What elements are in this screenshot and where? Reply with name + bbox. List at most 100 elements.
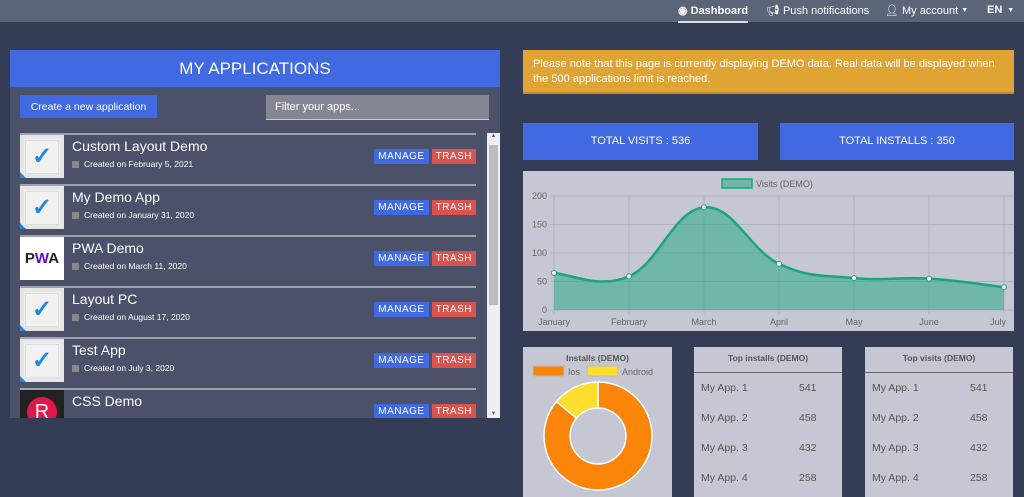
app-name: My App. 1 <box>701 382 748 394</box>
top-visits-title: Top visits (DEMO) <box>902 353 976 363</box>
demo-data-notice: Please note that this page is currently … <box>523 50 1014 94</box>
create-application-button[interactable]: Create a new application <box>20 95 157 118</box>
app-icon-check: ✓ <box>20 135 64 178</box>
manage-button[interactable]: MANAGE <box>374 200 429 215</box>
app-name: My App. 3 <box>701 442 748 454</box>
table-row: My App. 2 458 <box>865 403 1013 433</box>
legend-label: Visits (DEMO) <box>756 179 813 189</box>
app-name: My App. 4 <box>701 472 748 484</box>
table-row: My App. 2 458 <box>694 403 842 433</box>
legend-label-android: Android <box>622 367 653 377</box>
total-installs-button[interactable]: TOTAL INSTALLS : 350 <box>780 123 1014 160</box>
app-created-date: Created on August 17, 2020 <box>72 312 190 322</box>
table-row: My App. 4 258 <box>865 463 1013 493</box>
app-name: My App. 3 <box>872 442 919 454</box>
app-created-date: Created on March 11, 2020 <box>72 261 187 271</box>
megaphone-icon: 📢︎ <box>766 5 780 17</box>
visits-chart: 0 50 100 150 200 January February March April May… <box>523 171 1014 331</box>
table-row: My App. 1 541 <box>865 373 1013 403</box>
top-navbar: ◉ Dashboard 📢︎ Push notifications 👤︎ My acc… <box>0 0 1024 23</box>
data-point <box>626 273 632 280</box>
y-tick-label: 0 <box>542 305 547 315</box>
caret-down-icon: ▼ <box>961 7 969 14</box>
scroll-down-icon[interactable]: ▼ <box>490 411 497 417</box>
legend-swatch-android <box>586 365 619 377</box>
trash-button[interactable]: TRASH <box>431 404 476 418</box>
trash-button[interactable]: TRASH <box>431 149 476 164</box>
app-count: 258 <box>799 472 817 484</box>
calendar-icon <box>72 313 79 321</box>
app-list: ✓ Custom Layout Demo Created on February 5… <box>20 133 476 418</box>
app-name[interactable]: CSS Demo <box>72 393 143 409</box>
trash-button[interactable]: TRASH <box>431 353 476 368</box>
app-count: 541 <box>799 382 817 394</box>
manage-button[interactable]: MANAGE <box>374 353 429 368</box>
app-count: 458 <box>970 412 988 424</box>
app-icon-r-logo: R <box>20 390 64 418</box>
data-point <box>851 275 857 282</box>
app-list-item[interactable]: ✓ My Demo App Created on January 31, 2020 M… <box>20 184 476 235</box>
scrollbar-thumb[interactable] <box>489 145 498 305</box>
y-tick-label: 200 <box>532 191 547 201</box>
nav-push-notifications[interactable]: 📢︎ Push notifications <box>766 4 870 18</box>
app-name[interactable]: Test App <box>72 342 126 358</box>
trash-button[interactable]: TRASH <box>431 251 476 266</box>
app-list-item[interactable]: ✓ Layout PC Created on August 17, 2020 MANA… <box>20 286 476 337</box>
total-visits-button[interactable]: TOTAL VISITS : 536 <box>523 123 758 160</box>
app-name[interactable]: Custom Layout Demo <box>72 138 208 154</box>
visits-chart-svg: 0 50 100 150 200 January February March April May… <box>532 178 1014 327</box>
applications-panel: MY APPLICATIONS Create a new application… <box>10 50 500 418</box>
manage-button[interactable]: MANAGE <box>374 149 429 164</box>
legend-swatch <box>721 178 753 189</box>
table-row: My App. 3 432 <box>865 433 1013 463</box>
table-row: My App. 1 541 <box>694 373 842 403</box>
dashboard-icon: ◉ <box>678 5 688 17</box>
donut-slice-android <box>555 381 599 420</box>
calendar-icon <box>72 364 79 372</box>
app-count: 432 <box>799 442 817 454</box>
trash-button[interactable]: TRASH <box>431 302 476 317</box>
scroll-up-icon[interactable]: ▲ <box>490 133 497 139</box>
manage-button[interactable]: MANAGE <box>374 302 429 317</box>
app-list-item[interactable]: PWA PWA Demo Created on March 11, 2020 MANA… <box>20 235 476 286</box>
calendar-icon <box>72 262 79 270</box>
app-list-item[interactable]: ✓ Test App Created on July 3, 2020 MANAGE TR… <box>20 337 476 388</box>
app-count: 258 <box>970 472 988 484</box>
app-name: My App. 1 <box>872 382 919 394</box>
app-created-date: Created on February 5, 2021 <box>72 159 193 169</box>
app-icon-pwa-logo: PWA <box>20 237 64 280</box>
x-tick-label: January <box>538 317 571 327</box>
trash-button[interactable]: TRASH <box>431 200 476 215</box>
data-point <box>776 260 782 267</box>
app-name[interactable]: Layout PC <box>72 291 138 307</box>
nav-my-account[interactable]: 👤︎ My account ▼ <box>885 4 969 18</box>
caret-down-icon: ▼ <box>1005 6 1015 14</box>
app-name: My App. 2 <box>701 412 748 424</box>
language-select[interactable]: EN ▼ <box>987 4 1015 16</box>
app-name: My App. 2 <box>872 412 919 424</box>
table-row: My App. 4 258 <box>694 463 842 493</box>
panel-title: MY APPLICATIONS <box>10 50 500 87</box>
app-name[interactable]: PWA Demo <box>72 240 144 256</box>
manage-button[interactable]: MANAGE <box>374 251 429 266</box>
calendar-icon <box>72 160 79 168</box>
filter-apps-input[interactable] <box>266 95 489 120</box>
legend-label-ios: Ios <box>568 367 581 377</box>
app-list-item[interactable]: ✓ Custom Layout Demo Created on February 5… <box>20 133 476 184</box>
data-point <box>551 269 557 276</box>
top-installs-card: Top installs (DEMO) My App. 1 541 My App. … <box>694 347 842 497</box>
nav-dashboard[interactable]: ◉ Dashboard <box>678 4 749 23</box>
app-icon-check: ✓ <box>20 339 64 382</box>
installs-card: Installs (DEMO) Ios Android <box>523 347 672 497</box>
y-tick-label: 50 <box>537 277 547 287</box>
y-tick-label: 100 <box>532 248 547 258</box>
scrollbar[interactable]: ▲ ▼ <box>487 133 500 418</box>
x-tick-label: February <box>611 317 648 327</box>
data-point <box>1001 284 1007 291</box>
app-name: My App. 4 <box>872 472 919 484</box>
app-icon-check: ✓ <box>20 186 64 229</box>
x-tick-label: April <box>770 317 788 327</box>
manage-button[interactable]: MANAGE <box>374 404 429 418</box>
app-name[interactable]: My Demo App <box>72 189 160 205</box>
app-list-item[interactable]: R CSS Demo MANAGE TRASH <box>20 388 476 418</box>
